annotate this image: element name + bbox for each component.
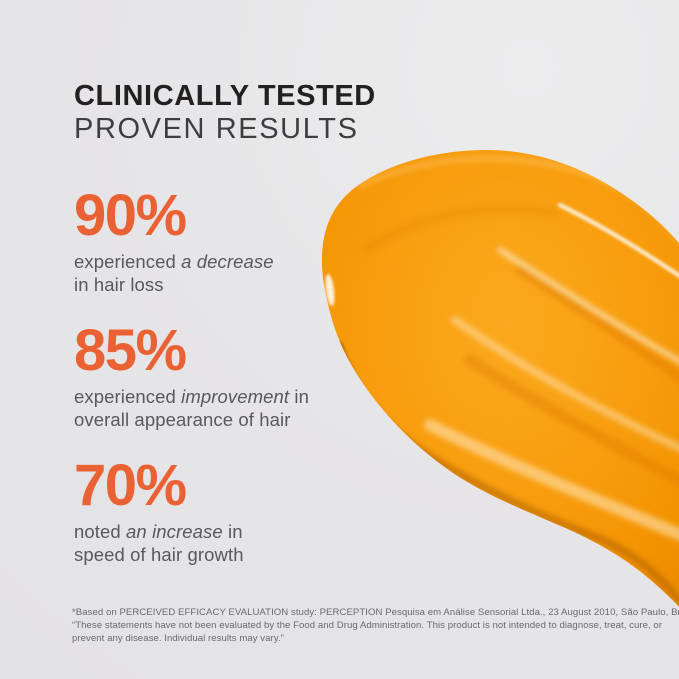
stat-description: experienced a decrease in hair loss — [74, 251, 274, 296]
stat-description-line1: experienced improvement in — [74, 386, 310, 407]
page-title-line2: PROVEN RESULTS — [74, 113, 359, 145]
stat-block-hair-appearance: 85% experienced improvement in overall a… — [74, 322, 309, 431]
stat-block-hair-growth: 70% noted an increase in speed of hair g… — [74, 457, 244, 566]
stat-description: noted an increase in speed of hair growt… — [74, 521, 244, 566]
stat-description-line2: in hair loss — [74, 273, 164, 295]
stat-description-line1: noted an increase in — [74, 521, 243, 542]
stat-description-line1: experienced a decrease — [74, 251, 274, 272]
stat-description-line2: speed of hair growth — [74, 543, 244, 565]
stat-block-hair-loss: 90% experienced a decrease in hair loss — [74, 187, 274, 296]
footnote-line3: prevent any disease. Individual results … — [72, 633, 284, 644]
footnote-line2: “These statements have not been evaluate… — [72, 620, 663, 631]
stat-description-line2: overall appearance of hair — [74, 408, 291, 430]
header: CLINICALLY TESTED PROVEN RESULTS — [74, 80, 376, 146]
stat-value: 90% — [74, 183, 187, 248]
stat-value: 85% — [74, 318, 187, 383]
stat-description: experienced improvement in overall appea… — [74, 386, 309, 431]
footnote-line1: *Based on PERCEIVED EFFICACY EVALUATION … — [72, 607, 679, 618]
disclaimer-footnote: *Based on PERCEIVED EFFICACY EVALUATION … — [72, 606, 679, 645]
stat-value: 70% — [74, 453, 187, 518]
page-title-line1: CLINICALLY TESTED — [74, 80, 376, 112]
